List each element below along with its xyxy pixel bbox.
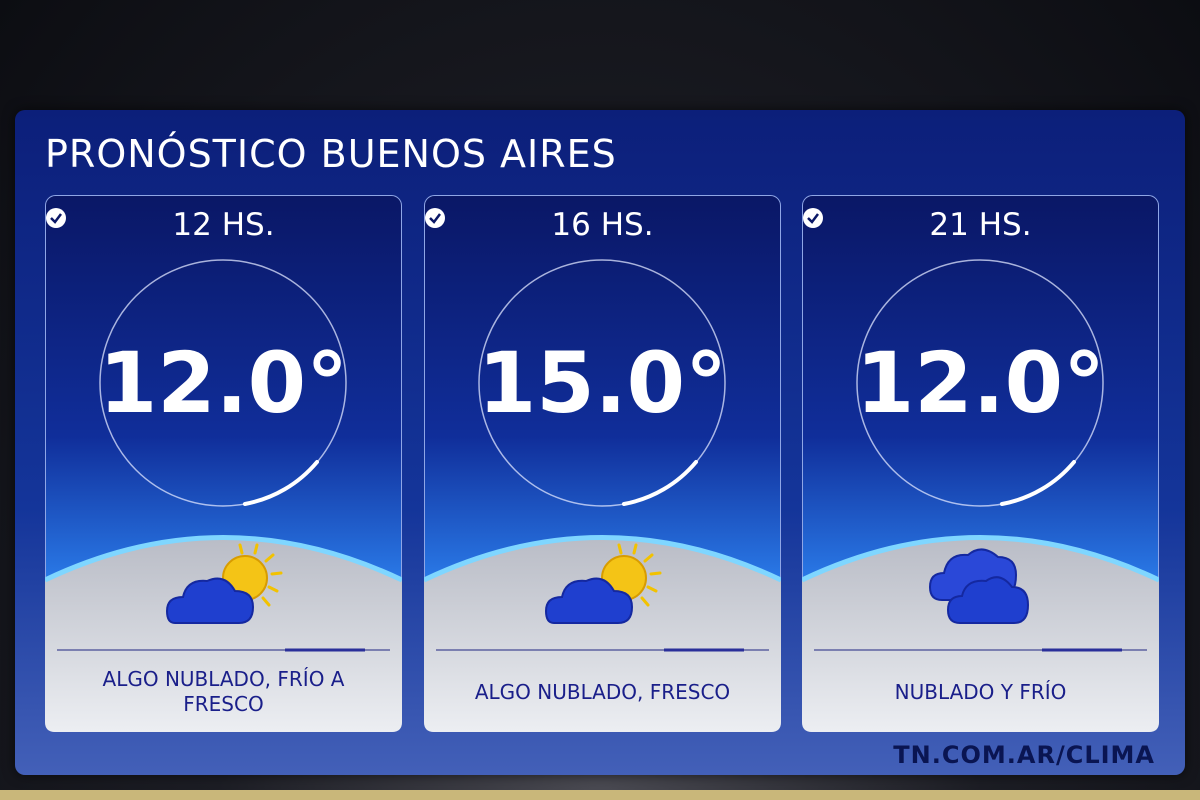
background-ground [0, 790, 1200, 800]
time: 21 HS. [929, 207, 1032, 243]
time-label: 16 HS. [424, 207, 781, 243]
description: ALGO NUBLADO, FRÍO A FRESCO [102, 667, 345, 716]
forecast-card: 21 HS. 12.0° NUBLADO Y FRÍO [802, 195, 1159, 732]
clock-icon [425, 208, 445, 228]
description: NUBLADO Y FRÍO [894, 679, 1067, 704]
partly-cloudy-icon [165, 543, 283, 624]
time: 16 HS. [551, 207, 654, 243]
card-background [45, 195, 402, 732]
temperature: 12.0° [855, 334, 1106, 432]
description: ALGO NUBLADO, FRESCO [474, 679, 731, 704]
title: PRONÓSTICO BUENOS AIRES [45, 132, 617, 176]
forecast-panel: PRONÓSTICO BUENOS AIRES [15, 110, 1185, 775]
temperature: 15.0° [477, 334, 728, 432]
forecast-card: 12 HS. 12.0° ALGO NUBLADO, FRÍO A FRESCO [45, 195, 402, 732]
card-background [424, 195, 781, 732]
time: 12 HS. [172, 207, 275, 243]
clock-icon [46, 208, 66, 228]
cloudy-icon [928, 548, 1030, 624]
card-background [802, 195, 1159, 732]
forecast-card: 16 HS. 15.0° ALGO NUBLADO, FRESCO [424, 195, 781, 732]
footer-url: TN.COM.AR/CLIMA [893, 741, 1155, 769]
time-label: 12 HS. [45, 207, 402, 243]
partly-cloudy-icon [544, 543, 662, 624]
clock-icon [803, 208, 823, 228]
temperature: 12.0° [98, 334, 349, 432]
time-label: 21 HS. [802, 207, 1159, 243]
